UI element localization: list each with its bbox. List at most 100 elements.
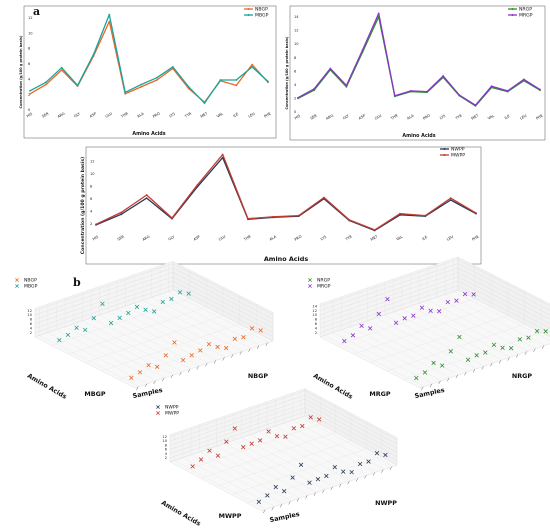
y-tick-label: 8: [294, 56, 297, 60]
x-tick-label-tyr: TYR: [454, 113, 463, 121]
plot-frame: [289, 5, 546, 141]
data-point-mbgp: [169, 296, 174, 302]
data-point-nbgp: [29, 92, 31, 95]
x-tick-label-ile: ILE: [232, 112, 239, 118]
y-tick-label: 4: [28, 77, 31, 81]
z-tick-label: 6: [165, 448, 168, 452]
data-point-mbgp: [124, 91, 127, 94]
z-tick-label: 6: [30, 322, 33, 326]
x-tick-label: |: [464, 372, 467, 376]
data-point-mwpp: [257, 438, 263, 443]
data-point-nrgp: [483, 350, 488, 355]
z-tick-label: 8: [165, 443, 168, 447]
data-point-mbgp: [126, 310, 131, 316]
z-tick-label: 14: [312, 304, 317, 308]
legend-marker-nrgp: [511, 8, 514, 10]
x-tick-label: |: [239, 351, 242, 355]
data-point-mrgp: [419, 305, 425, 310]
grid-line: [369, 282, 509, 363]
data-point-nrgp: [474, 353, 479, 358]
data-point-nwpp: [145, 197, 148, 200]
x-tick-label-his: HIS: [294, 114, 302, 121]
x-tick-label: |: [265, 342, 268, 346]
y-axis-title: Concentration (g/100 g protein basis): [80, 157, 86, 254]
z-tick-label: 2: [165, 456, 167, 460]
data-point-nbgp: [215, 344, 220, 350]
data-point-mrgp: [376, 311, 381, 317]
grid-line: [261, 437, 398, 512]
grid-line: [118, 303, 257, 380]
data-point-nrgp: [431, 360, 436, 366]
data-point-mwpp: [316, 417, 322, 422]
data-point-nbgp: [60, 69, 63, 71]
data-point-nwpp: [307, 480, 312, 485]
data-point-mwpp: [196, 184, 199, 186]
z-tick-label: 12: [312, 309, 317, 313]
x-tick-label: |: [322, 489, 325, 493]
data-point-mrgp: [454, 298, 459, 303]
data-point-nwpp: [273, 484, 278, 490]
data-point-mrgp: [490, 85, 493, 88]
x-tick-label-glu: GLU: [218, 234, 227, 241]
data-point-mwpp: [266, 429, 271, 434]
grid-line: [336, 265, 475, 346]
data-point-mbgp: [83, 327, 88, 333]
data-point-mrgp: [402, 316, 407, 321]
data-point-nbgp: [258, 328, 263, 333]
x-tick-label: |: [144, 383, 147, 387]
x-tick-label-pro: PRO: [294, 234, 303, 241]
data-point-mbgp: [91, 315, 96, 321]
data-point-mrgp: [342, 338, 347, 344]
x-tick-label-his: HIS: [92, 235, 100, 242]
x-tick-label: |: [473, 369, 476, 373]
x-tick-label-phe: PHE: [535, 113, 544, 120]
sample-label-nwpp: NWPP: [375, 499, 397, 507]
z-tick-label: 10: [162, 439, 167, 443]
x-tick-label-ser: SER: [117, 234, 126, 241]
data-point-mbgp: [65, 332, 71, 338]
data-point-mbgp: [187, 86, 190, 88]
series-line-nrgp: [297, 16, 541, 107]
data-point-nbgp: [163, 353, 168, 358]
legend-label-mwpp: MWPP: [165, 411, 179, 417]
data-point-nrgp: [517, 337, 522, 342]
data-point-mwpp: [297, 214, 300, 217]
x-tick-label-ser: SER: [310, 113, 319, 120]
series-line-mwpp: [95, 153, 477, 231]
series-line-mbgp: [29, 13, 269, 104]
x-tick-label-ala: ALA: [137, 111, 146, 118]
data-point-mrgp: [368, 326, 373, 331]
data-point-nbgp: [249, 326, 255, 331]
sample-label-nrgp: NRGP: [512, 372, 533, 380]
x-tick-label-ile: ILE: [422, 235, 429, 241]
y-tick-label: 10: [294, 42, 299, 46]
legend-marker-mwpp: [443, 154, 446, 156]
data-point-mbgp: [235, 79, 238, 81]
x-tick-label-tyr: TYR: [344, 234, 353, 242]
data-point-mbgp: [100, 301, 105, 306]
data-point-nwpp: [366, 459, 371, 464]
data-point-mwpp: [190, 464, 195, 469]
data-point-mwpp: [274, 433, 280, 439]
data-point-nwpp: [315, 477, 321, 482]
x-tick-label-leu: LEU: [446, 234, 454, 241]
grid-line: [200, 405, 336, 479]
z-tick-label: 2: [315, 331, 317, 335]
data-point-mwpp: [198, 457, 204, 462]
data-point-mrgp: [428, 308, 433, 314]
z-tick-label: 6: [315, 322, 318, 326]
x-tick-label: |: [347, 481, 350, 485]
x-tick-label-asp: ASP: [358, 113, 367, 120]
legend-label-nrgp: NRGP: [317, 278, 330, 284]
legend-label-mrgp: MRGP: [317, 284, 331, 290]
x-tick-label-thr: THR: [389, 113, 399, 121]
x-tick-label-pro: PRO: [422, 113, 431, 120]
legend-label-nwpp: NWPP: [165, 405, 179, 411]
z-tick-label: 8: [315, 318, 318, 322]
data-point-nbgp: [206, 341, 212, 347]
sample-label-mbgp: MBGP: [84, 390, 105, 398]
panel-label-b: b: [73, 276, 81, 289]
x-tick-label: |: [438, 380, 441, 384]
